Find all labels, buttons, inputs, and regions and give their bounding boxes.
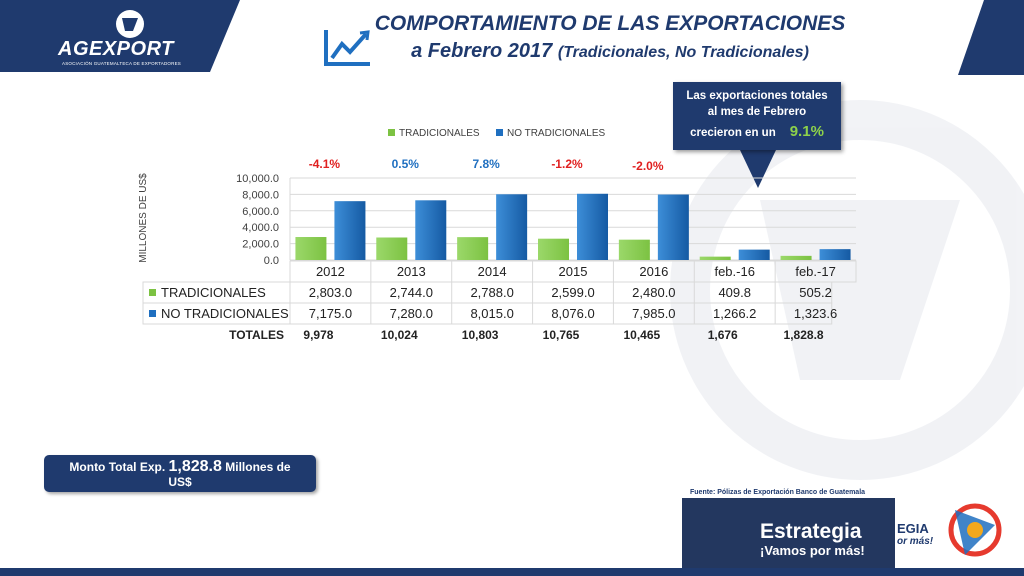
agexport-emblem-icon bbox=[116, 10, 144, 38]
source-note: Fuente: Pólizas de Exportación Banco de … bbox=[690, 489, 866, 496]
table-value-0-0: 2,803.0 bbox=[309, 285, 352, 300]
table-value-0-3: 2,599.0 bbox=[551, 285, 594, 300]
total-value-0: 9,978 bbox=[303, 328, 333, 342]
callout-arrow bbox=[740, 150, 776, 188]
total-value-1: 10,024 bbox=[381, 328, 418, 342]
x-tick-label-5: feb.-16 bbox=[714, 264, 754, 279]
bottom-bar bbox=[0, 568, 1024, 576]
legend-swatch-0 bbox=[388, 129, 395, 136]
y-axis-label: MILLONES DE US$ bbox=[138, 173, 149, 263]
total-value-6: 1,828.8 bbox=[784, 328, 824, 342]
growth-annotation-4: -2.0% bbox=[632, 159, 664, 173]
bar-no-tradicionales-2 bbox=[496, 194, 528, 260]
bar-tradicionales-0 bbox=[295, 237, 327, 260]
table-value-1-4: 7,985.0 bbox=[632, 306, 675, 321]
callout-line-3: crecieron en un bbox=[690, 127, 776, 139]
exports-bar-chart: TRADICIONALES NO TRADICIONALES 0.0 2,000.0… bbox=[138, 128, 857, 342]
callout-growth-value: 9.1% bbox=[789, 123, 824, 140]
growth-annotation-3: -1.2% bbox=[551, 157, 583, 171]
agexport-logo-text: AGEXPORT bbox=[58, 38, 174, 60]
total-amount-box: Monto Total Exp. 1,828.8 Millones de US$ bbox=[44, 455, 316, 492]
subtitle-main: a Febrero 2017 bbox=[411, 40, 553, 62]
x-tick-label-0: 2012 bbox=[316, 264, 345, 279]
bar-no-tradicionales-4 bbox=[657, 194, 689, 260]
logo-banner bbox=[0, 0, 240, 72]
estrategia-fragment-2: or más! bbox=[897, 536, 934, 547]
table-series-key-1 bbox=[149, 310, 156, 317]
page-subtitle: a Febrero 2017 (Tradicionales, No Tradic… bbox=[330, 40, 890, 63]
table-value-1-1: 7,280.0 bbox=[390, 306, 433, 321]
total-value-3: 10,765 bbox=[543, 328, 580, 342]
table-value-0-2: 2,788.0 bbox=[470, 285, 513, 300]
bar-tradicionales-1 bbox=[376, 237, 408, 260]
total-value-5: 1,676 bbox=[708, 328, 738, 342]
subtitle-detail: (Tradicionales, No Tradicionales) bbox=[557, 44, 809, 61]
bar-tradicionales-4 bbox=[618, 239, 650, 260]
legend-label-1: NO TRADICIONALES bbox=[507, 128, 605, 139]
growth-annotation-0: -4.1% bbox=[309, 157, 341, 171]
table-value-1-6: 1,323.6 bbox=[794, 306, 837, 321]
monto-value: 1,828.8 bbox=[168, 458, 222, 475]
estrategia-tagline: ¡Vamos por más! bbox=[760, 543, 865, 558]
table-value-1-2: 8,015.0 bbox=[470, 306, 513, 321]
bar-tradicionales-3 bbox=[538, 238, 569, 260]
table-value-0-4: 2,480.0 bbox=[632, 285, 675, 300]
page-title: COMPORTAMIENTO DE LAS EXPORTACIONES bbox=[374, 12, 846, 35]
legend-label-0: TRADICIONALES bbox=[399, 128, 480, 139]
table-value-1-5: 1,266.2 bbox=[713, 306, 756, 321]
bar-tradicionales-5 bbox=[699, 256, 731, 260]
bar-no-tradicionales-5 bbox=[738, 249, 770, 260]
growth-annotation-1: 0.5% bbox=[392, 157, 420, 171]
y-tick-label: 8,000.0 bbox=[242, 189, 279, 201]
line-chart-trend-icon bbox=[324, 28, 370, 66]
total-value-4: 10,465 bbox=[624, 328, 661, 342]
x-tick-label-3: 2015 bbox=[559, 264, 588, 279]
y-tick-label: 0.0 bbox=[264, 255, 279, 267]
bar-no-tradicionales-1 bbox=[415, 200, 447, 260]
table-value-0-1: 2,744.0 bbox=[390, 285, 433, 300]
totals-label: TOTALES bbox=[229, 328, 284, 342]
estrategia-brand: Estrategia bbox=[760, 520, 862, 543]
total-value-2: 10,803 bbox=[462, 328, 499, 342]
estrategia-fragment-1: EGIA bbox=[897, 521, 929, 536]
bar-no-tradicionales-6 bbox=[819, 249, 851, 260]
table-value-1-3: 8,076.0 bbox=[551, 306, 594, 321]
y-tick-label: 2,000.0 bbox=[242, 239, 279, 251]
table-value-1-0: 7,175.0 bbox=[309, 306, 352, 321]
callout-line-2: al mes de Febrero bbox=[707, 106, 807, 118]
table-value-0-5: 409.8 bbox=[718, 285, 751, 300]
bar-no-tradicionales-0 bbox=[334, 201, 366, 260]
table-row bbox=[142, 302, 833, 325]
x-tick-label-2: 2014 bbox=[478, 264, 507, 279]
table-series-key-0 bbox=[149, 289, 156, 296]
y-tick-label: 4,000.0 bbox=[242, 222, 279, 234]
bar-no-tradicionales-3 bbox=[577, 193, 608, 260]
monto-suffix-2: US$ bbox=[168, 475, 192, 489]
corner-banner bbox=[958, 0, 1024, 75]
table-series-name-1: NO TRADICIONALES bbox=[161, 306, 289, 321]
y-tick-label: 10,000.0 bbox=[236, 173, 279, 185]
y-tick-label: 6,000.0 bbox=[242, 206, 279, 218]
estrategia-logo-fragment-icon bbox=[948, 503, 1002, 557]
growth-callout: Las exportaciones totales al mes de Febr… bbox=[673, 82, 841, 150]
x-tick-label-1: 2013 bbox=[397, 264, 426, 279]
x-tick-label-4: 2016 bbox=[639, 264, 668, 279]
monto-prefix: Monto Total Exp. bbox=[69, 460, 166, 474]
agexport-logo-subtitle: ASOCIACIÓN GUATEMALTECA DE EXPORTADORES bbox=[62, 61, 181, 66]
growth-annotation-2: 7.8% bbox=[472, 157, 500, 171]
x-tick-label-6: feb.-17 bbox=[795, 264, 835, 279]
table-series-name-0: TRADICIONALES bbox=[161, 285, 266, 300]
bar-tradicionales-6 bbox=[780, 255, 812, 260]
watermark-emblem bbox=[670, 100, 1024, 480]
monto-suffix: Millones de bbox=[225, 460, 291, 474]
bar-tradicionales-2 bbox=[457, 237, 489, 260]
estrategia-banner bbox=[682, 498, 895, 568]
legend-swatch-1 bbox=[496, 129, 503, 136]
table-value-0-6: 505.2 bbox=[799, 285, 832, 300]
callout-line-1: Las exportaciones totales bbox=[686, 90, 828, 102]
